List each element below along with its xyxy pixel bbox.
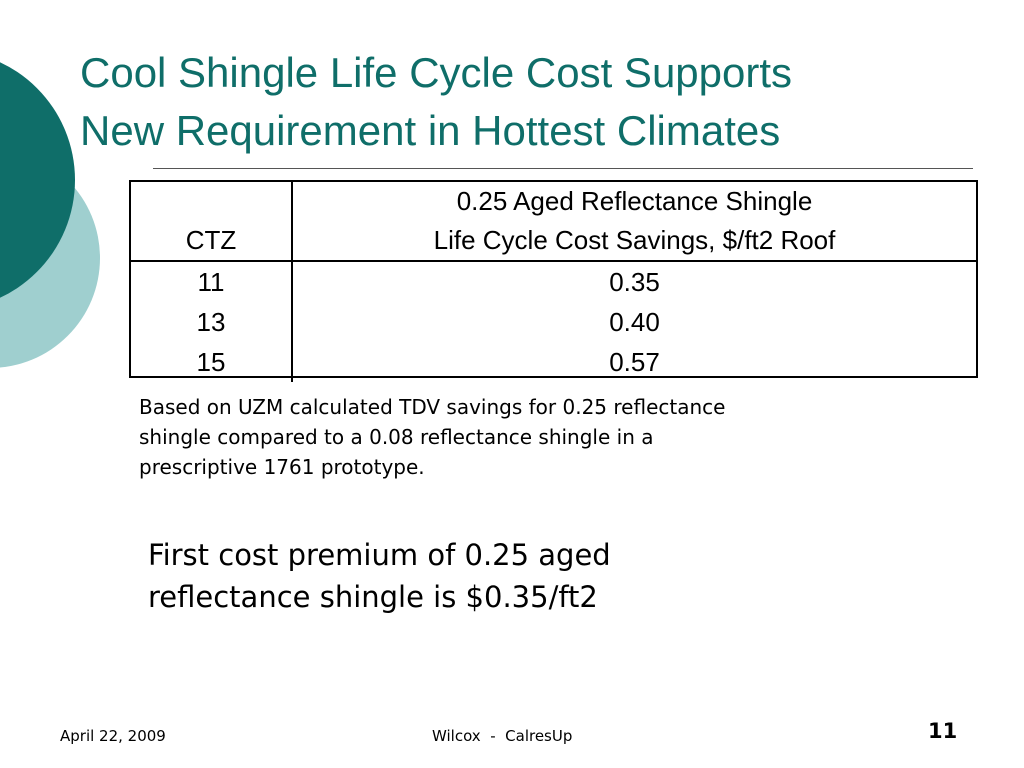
methodology-note-line-2: shingle compared to a 0.08 reflectance s… [139, 425, 654, 449]
header-ctz: CTZ [131, 182, 293, 262]
footer-author: Wilcox - CalresUp [432, 727, 573, 745]
slide-title-line-2: New Requirement in Hottest Climates [80, 107, 781, 154]
cell-savings: 0.35 [609, 267, 660, 297]
savings-table: CTZ 0.25 Aged Reflectance Shingle Life C… [131, 182, 976, 382]
savings-table-frame: CTZ 0.25 Aged Reflectance Shingle Life C… [129, 180, 978, 382]
decorative-circles [0, 62, 100, 368]
methodology-note-line-1: Based on UZM calculated TDV savings for … [139, 395, 726, 419]
cell-ctz: 13 [131, 302, 293, 342]
header-savings-line-2: Life Cycle Cost Savings, $/ft2 Roof [433, 225, 836, 255]
methodology-note: Based on UZM calculated TDV savings for … [139, 392, 929, 482]
table-row: 11 0.35 [131, 261, 976, 302]
page-number: 11 [928, 719, 958, 743]
header-savings: 0.25 Aged Reflectance Shingle Life Cycle… [292, 182, 976, 262]
footer-date: April 22, 2009 [60, 727, 166, 745]
title-divider [153, 168, 973, 169]
first-cost-premium-text: First cost premium of 0.25 aged reflecta… [148, 534, 908, 618]
cell-savings: 0.57 [609, 347, 660, 377]
dark-teal-circle [0, 62, 75, 298]
table-row: 13 0.40 [131, 302, 976, 342]
cell-ctz: 11 [131, 261, 293, 302]
slide-title-line-1: Cool Shingle Life Cycle Cost Supports [80, 49, 793, 96]
header-ctz-label: CTZ [185, 225, 237, 255]
table-row: 15 0.57 [131, 342, 976, 382]
header-savings-line-1: 0.25 Aged Reflectance Shingle [456, 186, 813, 216]
table-header-row: CTZ 0.25 Aged Reflectance Shingle Life C… [131, 182, 976, 262]
first-cost-premium-line-1: First cost premium of 0.25 aged [148, 538, 611, 572]
cell-ctz: 15 [131, 342, 293, 382]
first-cost-premium-line-2: reflectance shingle is $0.35/ft2 [148, 580, 598, 614]
cell-savings: 0.40 [609, 307, 660, 337]
slide-title: Cool Shingle Life Cycle Cost Supports Ne… [80, 44, 1000, 160]
methodology-note-line-3: prescriptive 1761 prototype. [139, 455, 425, 479]
